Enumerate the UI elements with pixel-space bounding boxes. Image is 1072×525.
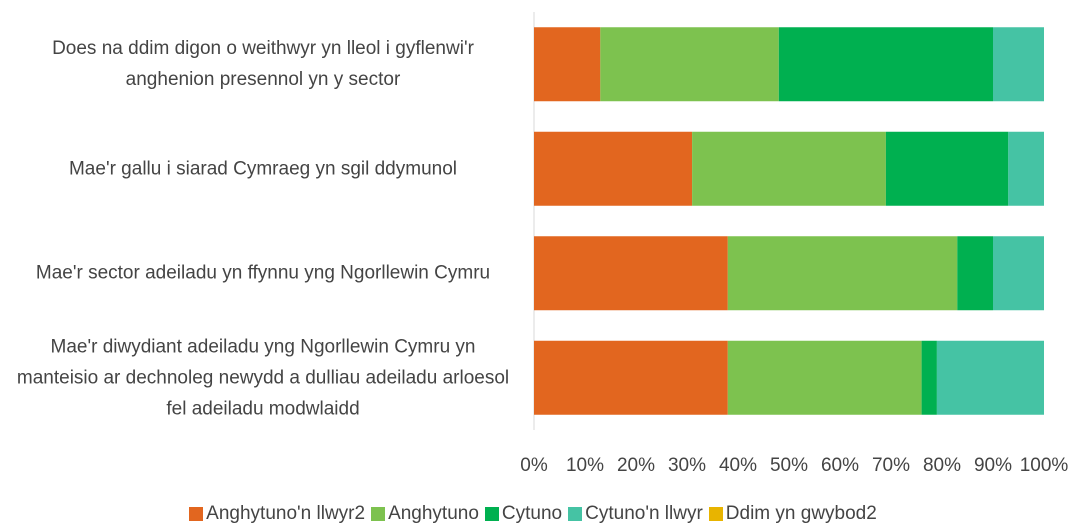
bar-segment xyxy=(993,236,1044,311)
legend-swatch xyxy=(568,507,583,521)
bar-segment xyxy=(936,340,1044,415)
legend-swatch xyxy=(484,507,499,521)
category-label: Mae'r gallu i siarad Cymraeg yn sgil ddy… xyxy=(68,158,457,180)
bar-segment xyxy=(534,27,601,102)
x-tick-label: 20% xyxy=(617,455,655,476)
legend-swatch xyxy=(708,507,723,521)
x-tick-label: 40% xyxy=(719,455,757,476)
bar-segment xyxy=(692,131,886,206)
bar-segment xyxy=(534,236,728,311)
x-tick-label: 50% xyxy=(770,455,808,476)
legend-item: Ddim yn gwybod2 xyxy=(708,503,877,525)
bar-segment xyxy=(727,236,958,311)
bar-segment xyxy=(778,27,993,102)
legend-label: Cytuno xyxy=(501,503,563,524)
legend: Anghytuno'n llwyr2 Anghytuno Cytuno Cytuno'… xyxy=(0,503,1072,525)
category-label: Does na ddim digon o weithwyr yn lleol i… xyxy=(52,38,474,91)
legend-item: Cytuno'n llwyr xyxy=(568,503,703,525)
x-tick-label: 70% xyxy=(872,455,910,476)
legend-label: Ddim yn gwybod2 xyxy=(725,503,877,524)
bar-segment xyxy=(600,27,779,102)
legend-label: Anghytuno'n llwyr2 xyxy=(206,503,366,524)
legend-swatch xyxy=(371,507,386,521)
bar-segment xyxy=(534,340,728,415)
x-tick-label: 30% xyxy=(668,455,706,476)
legend-swatch xyxy=(189,507,204,521)
x-tick-label: 90% xyxy=(974,455,1012,476)
legend-item: Anghytuno'n llwyr2 xyxy=(189,503,365,525)
category-label: Mae'r sector adeiladu yn ffynnu yng Ngor… xyxy=(35,262,491,284)
bar-segment xyxy=(921,340,937,415)
bar-segment xyxy=(534,131,693,206)
legend-label: Cytuno'n llwyr xyxy=(585,503,703,524)
x-tick-label: 10% xyxy=(566,455,604,476)
legend-item: Anghytuno xyxy=(371,503,479,525)
x-tick-label: 0% xyxy=(520,455,548,476)
bar-segment xyxy=(993,27,1044,102)
bar-segment xyxy=(885,131,1009,206)
bar-segment xyxy=(1008,131,1044,206)
bar-segment xyxy=(957,236,993,311)
x-tick-label: 80% xyxy=(923,455,961,476)
bar-segment xyxy=(727,340,922,415)
legend-item: Cytuno xyxy=(484,503,563,525)
category-label: Mae'r diwydiant adeiladu yng Ngorllewin … xyxy=(16,336,510,420)
legend-label: Anghytuno xyxy=(388,503,479,524)
x-tick-label: 60% xyxy=(821,455,859,476)
x-tick-label: 100% xyxy=(1020,455,1069,476)
